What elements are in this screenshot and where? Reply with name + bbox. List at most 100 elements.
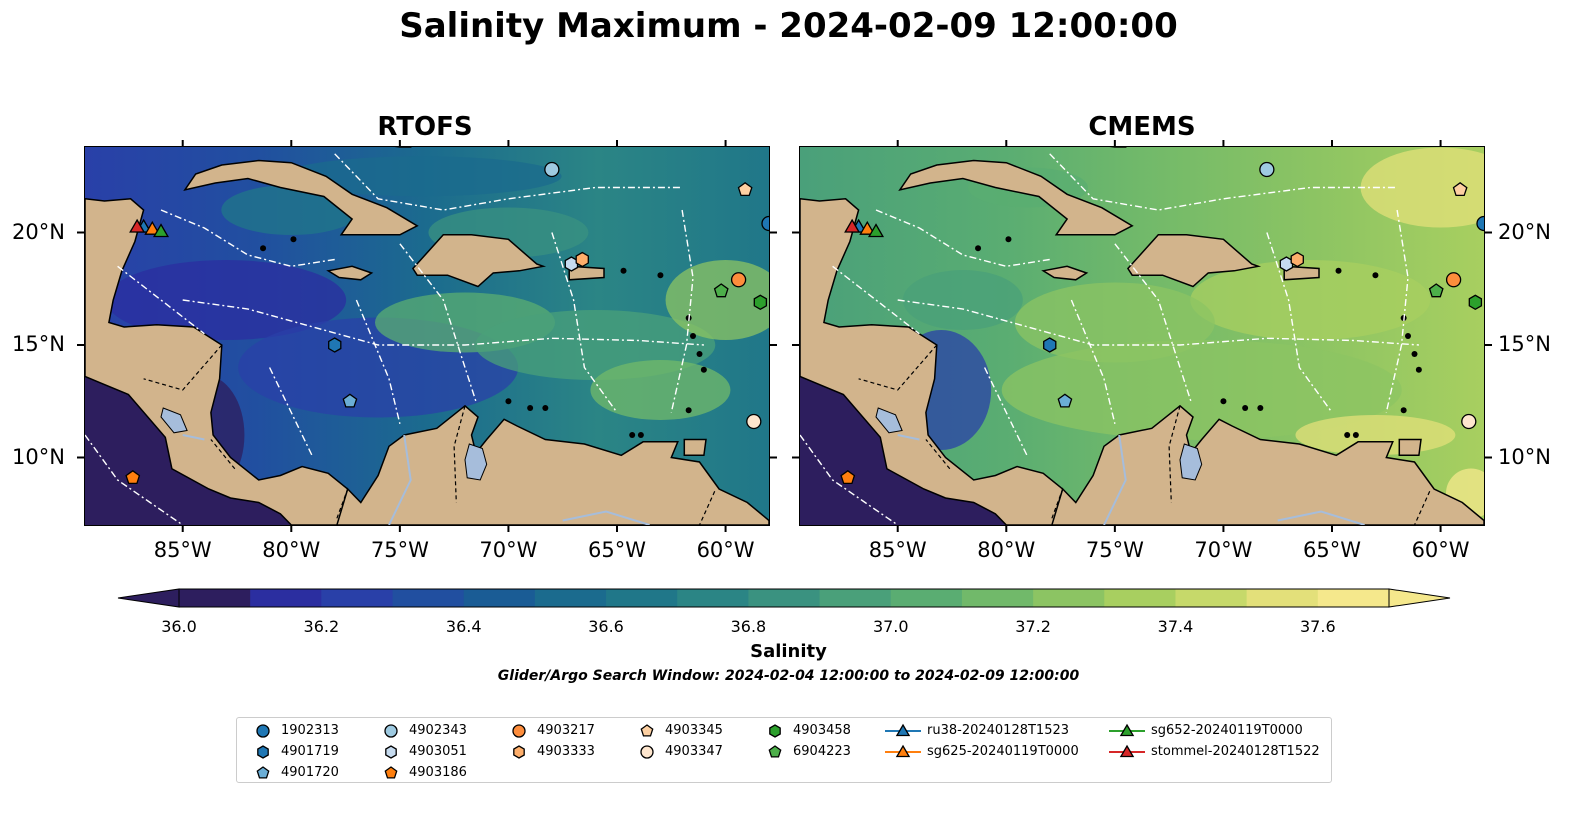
map-panel-cmems[interactable]: [799, 146, 1485, 526]
small-island: [1352, 432, 1359, 438]
colorbar-segment: [534, 589, 607, 607]
map-cmems[interactable]: [800, 147, 1484, 525]
colorbar-extend-low: [117, 588, 180, 608]
land-central-america: [85, 198, 353, 525]
small-island: [700, 366, 707, 373]
eez-boundary: [182, 299, 704, 346]
eez-boundary: [1385, 209, 1409, 413]
legend-label: 4903051: [409, 744, 467, 759]
river: [897, 434, 920, 441]
eez-boundary: [875, 209, 1050, 268]
small-island: [629, 432, 636, 438]
salinity-patch: [1001, 340, 1402, 440]
land-jamaica: [1041, 265, 1089, 281]
map-panel-rtofs[interactable]: [84, 146, 770, 526]
small-island: [685, 407, 692, 414]
lake-maracaibo: [464, 443, 488, 481]
platform-4902343: [1259, 161, 1275, 178]
colorbar-segment: [890, 589, 963, 607]
small-island: [1335, 267, 1342, 274]
legend-circle-icon: [256, 724, 270, 738]
eez-boundary: [355, 299, 401, 424]
legend-hexagon-icon: [769, 724, 781, 738]
legend-marker-symbol: [512, 724, 526, 738]
eez-boundary: [268, 367, 314, 458]
eez-boundary: [160, 209, 335, 268]
platform-1902313: [1476, 215, 1484, 232]
legend-label: 4903217: [537, 723, 595, 738]
small-island: [690, 333, 696, 339]
colorbar-tick-label: 36.6: [588, 617, 624, 636]
colorbar-segment: [463, 589, 536, 607]
eez-boundary: [1266, 232, 1333, 413]
legend-label: sg625-20240119T0000: [927, 744, 1079, 759]
lon-label: 60°W: [1411, 538, 1470, 562]
small-island: [975, 245, 982, 252]
country-border: [698, 491, 716, 525]
small-island: [260, 245, 267, 252]
colorbar-tick-label: 37.2: [1015, 617, 1051, 636]
river: [182, 434, 205, 441]
legend-label: 4903345: [665, 723, 723, 738]
colorbar-segment: [250, 589, 322, 607]
country-border: [210, 439, 236, 470]
eez-boundary: [1114, 243, 1192, 402]
colorbar-segment: [1104, 589, 1176, 607]
platform-4903347: [746, 413, 762, 430]
legend-label: stommel-20240128T1522: [1151, 744, 1320, 759]
map-rtofs[interactable]: [85, 147, 769, 525]
pacific-ocean: [800, 376, 1007, 525]
colorbar: [117, 588, 1451, 608]
land-puerto-rico: [568, 265, 605, 281]
platform-6904223: [713, 283, 729, 298]
legend-marker-symbol: [768, 745, 782, 758]
eez-boundary: [1049, 153, 1398, 211]
colorbar-frame: [178, 588, 1390, 608]
figure-title: Salinity Maximum - 2024-02-09 12:00:00: [399, 6, 1178, 46]
colorbar-segment: [606, 589, 678, 607]
colorbar-segment: [1317, 589, 1390, 607]
colorbar-segment: [179, 589, 251, 607]
platform-4903333: [1290, 251, 1304, 268]
legend-pentagon-icon: [384, 766, 398, 779]
eez-boundary: [983, 367, 1029, 458]
platform-4901719: [328, 337, 342, 353]
legend-hexagon-icon: [385, 745, 397, 759]
river: [388, 434, 412, 525]
platform-4903458: [1468, 294, 1483, 311]
legend-label: 4902343: [409, 723, 467, 738]
land-cuba: [898, 159, 1134, 236]
legend-marker-symbol: [385, 745, 397, 759]
legend-pentagon-icon: [256, 766, 270, 779]
platform-4903186: [840, 469, 856, 485]
legend-pentagon-icon: [640, 724, 654, 737]
small-island: [1415, 366, 1422, 373]
river: [1277, 510, 1365, 525]
land-central-america: [800, 198, 1068, 525]
platform-4903217: [730, 272, 747, 288]
legend-triangle-icon: [895, 723, 911, 737]
legend-circle-icon: [512, 724, 526, 738]
pacific-ocean: [85, 376, 292, 525]
legend-glider-symbol: [1109, 744, 1145, 758]
legend-triangle-icon: [895, 744, 911, 758]
legend-marker-symbol: [256, 724, 270, 738]
colorbar-segment: [1246, 589, 1319, 607]
lon-label: 60°W: [696, 538, 755, 562]
salinity-patch: [590, 360, 731, 420]
legend-label: 4903347: [665, 744, 723, 759]
eez-boundary: [800, 434, 899, 525]
glider-sg652-20240119T0000: [152, 223, 170, 238]
small-island: [1344, 432, 1351, 438]
legend-marker-symbol: [769, 724, 781, 738]
lon-label: 65°W: [588, 538, 646, 562]
legend-marker-symbol: [257, 745, 269, 759]
axis-ticks: [77, 140, 1492, 532]
lake-nicaragua: [160, 407, 188, 434]
platform-4903345: [1452, 181, 1468, 197]
legend-triangle-icon: [1119, 744, 1135, 758]
lon-label: 70°W: [1194, 538, 1253, 562]
legend-glider-symbol: [885, 744, 921, 758]
country-border: [858, 344, 938, 391]
glider-stommel-20240128T1522: [129, 218, 146, 233]
